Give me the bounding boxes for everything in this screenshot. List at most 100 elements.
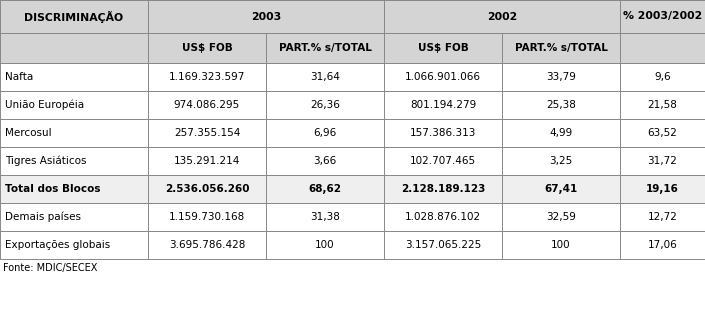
Bar	[502, 119, 620, 147]
Text: 12,72: 12,72	[648, 212, 678, 222]
Text: 63,52: 63,52	[648, 128, 678, 138]
Bar	[0, 0, 148, 33]
Bar	[384, 231, 502, 259]
Bar	[148, 119, 266, 147]
Bar	[384, 175, 502, 203]
Text: 2002: 2002	[487, 12, 517, 21]
Text: Nafta: Nafta	[5, 72, 33, 82]
Text: 974.086.295: 974.086.295	[174, 100, 240, 110]
Text: 6,96: 6,96	[314, 128, 336, 138]
Text: PART.% s/TOTAL: PART.% s/TOTAL	[515, 43, 608, 53]
Bar	[502, 175, 620, 203]
Text: 4,99: 4,99	[549, 128, 572, 138]
Bar	[266, 231, 384, 259]
Bar	[0, 91, 705, 119]
Text: 157.386.313: 157.386.313	[410, 128, 476, 138]
Bar	[384, 63, 502, 91]
Bar	[0, 175, 148, 203]
Bar	[0, 0, 705, 33]
Bar	[148, 203, 266, 231]
Bar	[502, 63, 620, 91]
Bar	[0, 231, 705, 259]
Text: União Européia: União Européia	[5, 100, 84, 110]
Text: 33,79: 33,79	[546, 72, 576, 82]
Bar	[620, 231, 705, 259]
Bar	[384, 147, 502, 175]
Bar	[620, 91, 705, 119]
Bar	[266, 175, 384, 203]
Bar	[0, 33, 705, 63]
Text: 2003: 2003	[251, 12, 281, 21]
Bar	[0, 33, 705, 63]
Text: DISCRIMINAÇÃO: DISCRIMINAÇÃO	[25, 11, 123, 22]
Text: 135.291.214: 135.291.214	[174, 156, 240, 166]
Bar	[620, 147, 705, 175]
Text: 31,64: 31,64	[310, 72, 340, 82]
Text: 68,62: 68,62	[309, 184, 341, 194]
Text: 2.536.056.260: 2.536.056.260	[165, 184, 250, 194]
Text: 102.707.465: 102.707.465	[410, 156, 476, 166]
Bar	[266, 119, 384, 147]
Bar	[384, 33, 502, 63]
Text: 100: 100	[315, 240, 335, 250]
Bar	[266, 203, 384, 231]
Bar	[266, 33, 384, 63]
Bar	[0, 91, 148, 119]
Text: 3,25: 3,25	[549, 156, 572, 166]
Text: 21,58: 21,58	[648, 100, 678, 110]
Bar	[0, 203, 705, 231]
Text: Exportações globais: Exportações globais	[5, 240, 110, 250]
Bar	[620, 175, 705, 203]
Text: Tigres Asiáticos: Tigres Asiáticos	[5, 156, 87, 166]
Bar	[0, 147, 148, 175]
Bar	[0, 203, 705, 231]
Bar	[0, 63, 705, 91]
Bar	[148, 0, 384, 33]
Text: 3,66: 3,66	[314, 156, 336, 166]
Bar	[620, 63, 705, 91]
Text: 17,06: 17,06	[648, 240, 678, 250]
Bar	[0, 231, 705, 259]
Bar	[0, 119, 148, 147]
Text: 25,38: 25,38	[546, 100, 576, 110]
Text: Fonte: MDIC/SECEX: Fonte: MDIC/SECEX	[3, 263, 97, 273]
Bar	[148, 231, 266, 259]
Text: 3.157.065.225: 3.157.065.225	[405, 240, 481, 250]
Text: 801.194.279: 801.194.279	[410, 100, 476, 110]
Bar	[266, 147, 384, 175]
Bar	[0, 91, 705, 119]
Bar	[0, 63, 705, 91]
Bar	[0, 175, 705, 203]
Text: US$ FOB: US$ FOB	[417, 43, 468, 53]
Bar	[0, 63, 148, 91]
Bar	[0, 147, 705, 175]
Text: 32,59: 32,59	[546, 212, 576, 222]
Bar	[0, 0, 705, 33]
Bar	[148, 63, 266, 91]
Bar	[266, 63, 384, 91]
Bar	[148, 91, 266, 119]
Bar	[0, 203, 148, 231]
Text: 100: 100	[551, 240, 571, 250]
Bar	[620, 33, 705, 63]
Bar	[0, 119, 705, 147]
Text: 1.169.323.597: 1.169.323.597	[168, 72, 245, 82]
Bar	[620, 119, 705, 147]
Bar	[148, 147, 266, 175]
Text: Mercosul: Mercosul	[5, 128, 51, 138]
Text: 31,72: 31,72	[648, 156, 678, 166]
Bar	[148, 33, 266, 63]
Bar	[0, 231, 148, 259]
Text: 1.028.876.102: 1.028.876.102	[405, 212, 481, 222]
Text: 19,16: 19,16	[646, 184, 679, 194]
Bar	[384, 91, 502, 119]
Text: 31,38: 31,38	[310, 212, 340, 222]
Bar	[502, 91, 620, 119]
Bar	[0, 147, 705, 175]
Text: 67,41: 67,41	[544, 184, 577, 194]
Text: 1.066.901.066: 1.066.901.066	[405, 72, 481, 82]
Bar	[620, 203, 705, 231]
Bar	[502, 231, 620, 259]
Bar	[502, 203, 620, 231]
Text: 26,36: 26,36	[310, 100, 340, 110]
